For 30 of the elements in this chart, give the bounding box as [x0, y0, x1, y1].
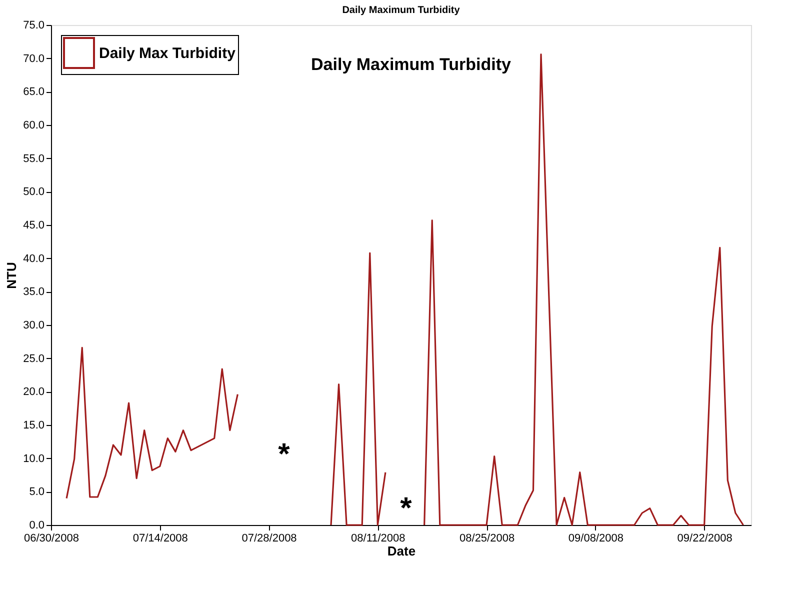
y-axis-title: NTU	[4, 262, 20, 289]
x-tick-label: 08/25/2008	[460, 532, 515, 544]
y-tick-label: 15.0	[23, 420, 44, 432]
y-tick-label: 75.0	[23, 20, 44, 32]
annotation: *	[400, 492, 412, 525]
x-tick-label: 06/30/2008	[24, 532, 80, 544]
y-tick-label: 20.0	[23, 386, 44, 398]
x-tick-label: 07/28/2008	[242, 532, 297, 544]
legend-label: Daily Max Turbidity	[99, 45, 236, 62]
x-axis-title: Date	[387, 544, 416, 558]
y-tick-label: 40.0	[23, 252, 44, 265]
y-tick-label: 60.0	[23, 120, 44, 132]
y-tick-label: 35.0	[23, 286, 44, 298]
y-tick-label: 45.0	[23, 220, 44, 232]
y-tick-label: 10.0	[23, 452, 44, 465]
chart-title: Daily Maximum Turbidity	[342, 5, 460, 16]
y-tick-label: 50.0	[23, 186, 44, 198]
y-tick-label: 25.0	[23, 352, 44, 365]
y-tick-label: 0.0	[29, 520, 44, 532]
y-tick-label: 70.0	[23, 52, 44, 65]
y-tick-label: 30.0	[23, 320, 44, 332]
annotation: *	[278, 438, 290, 471]
x-tick-label: 07/14/2008	[132, 532, 188, 544]
y-tick-label: 55.0	[23, 152, 44, 165]
x-tick-label: 08/11/2008	[351, 532, 406, 544]
y-tick-label: 65.0	[23, 86, 44, 98]
y-tick-label: 5.0	[29, 486, 44, 498]
x-tick-label: 09/22/2008	[677, 532, 732, 544]
text: Daily Maximum Turbidity	[311, 55, 512, 74]
x-tick-label: 09/08/2008	[568, 532, 624, 544]
